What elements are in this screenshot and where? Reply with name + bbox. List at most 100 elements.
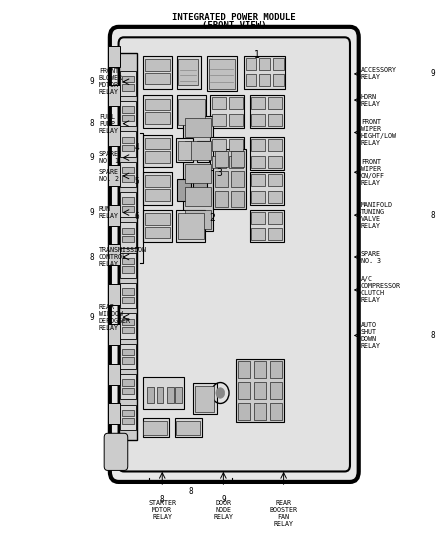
Bar [273, 75, 284, 86]
Bar [122, 297, 134, 303]
Bar [145, 99, 170, 110]
Text: HORN
RELAY: HORN RELAY [361, 94, 381, 107]
Bar [212, 98, 226, 109]
Bar [108, 85, 120, 107]
Text: SPARE
NO. 1: SPARE NO. 1 [99, 151, 119, 164]
Bar [143, 377, 184, 409]
Bar [177, 179, 191, 200]
Bar [122, 418, 134, 424]
Text: DOOR
NODE
RELAY: DOOR NODE RELAY [213, 500, 233, 520]
FancyBboxPatch shape [119, 37, 350, 472]
Text: 6: 6 [135, 212, 140, 221]
Bar [122, 76, 134, 82]
Bar [175, 387, 182, 403]
Text: 9: 9 [90, 153, 95, 162]
Bar [212, 139, 226, 151]
Bar [194, 386, 214, 412]
Bar [120, 71, 136, 96]
Bar [108, 165, 120, 186]
Bar [120, 53, 137, 440]
Bar [177, 56, 201, 88]
Bar [120, 192, 136, 217]
Bar [238, 382, 251, 399]
Bar [229, 98, 243, 109]
Text: SPARE
NO. 3: SPARE NO. 3 [361, 251, 381, 263]
Bar [212, 114, 226, 126]
Bar [185, 187, 211, 206]
Bar [122, 266, 134, 273]
Bar [143, 135, 172, 167]
Text: 9: 9 [90, 313, 95, 321]
Bar [143, 210, 172, 243]
Bar [120, 283, 136, 308]
Bar [268, 212, 282, 224]
Bar [231, 171, 244, 187]
Bar [251, 139, 265, 151]
Bar [259, 58, 270, 70]
Bar [145, 151, 170, 163]
Bar [145, 59, 170, 71]
Text: 9: 9 [90, 77, 95, 86]
Text: 8: 8 [431, 211, 435, 220]
Bar [120, 374, 136, 399]
Bar [122, 349, 134, 356]
Bar [122, 175, 134, 182]
Bar [176, 421, 200, 435]
Bar [250, 137, 284, 169]
Bar [122, 358, 134, 364]
Bar [215, 151, 228, 167]
Bar [122, 388, 134, 394]
Text: 2: 2 [209, 213, 215, 223]
Text: MANIFOLD
TUNING
VALVE
RELAY: MANIFOLD TUNING VALVE RELAY [361, 201, 393, 229]
Bar [254, 382, 266, 399]
Bar [122, 288, 134, 295]
Bar [250, 172, 284, 205]
Bar [251, 98, 265, 109]
Bar [185, 164, 211, 183]
Bar [268, 114, 282, 126]
Bar [145, 175, 170, 187]
Bar [145, 227, 170, 238]
Bar [108, 46, 120, 67]
Bar [122, 327, 134, 333]
Bar [268, 98, 282, 109]
Bar [273, 58, 284, 70]
FancyBboxPatch shape [104, 433, 128, 471]
Bar [268, 139, 282, 151]
Bar [120, 405, 136, 430]
Bar [209, 59, 235, 89]
Text: 1: 1 [254, 50, 260, 60]
Bar [176, 138, 193, 162]
Bar [144, 421, 167, 435]
Bar [122, 228, 134, 234]
Bar [120, 344, 136, 369]
Bar [120, 162, 136, 187]
Bar [122, 410, 134, 416]
Bar [210, 137, 244, 169]
FancyBboxPatch shape [110, 27, 359, 482]
Bar [122, 84, 134, 91]
Bar [268, 228, 282, 240]
Bar [270, 361, 282, 378]
Bar [212, 141, 225, 162]
Bar [122, 319, 134, 325]
Text: RUN
RELAY: RUN RELAY [99, 206, 119, 219]
Bar [193, 179, 207, 200]
Bar [237, 359, 284, 422]
Text: 8: 8 [188, 487, 193, 496]
Bar [108, 364, 120, 385]
Bar [143, 172, 172, 205]
Bar [108, 125, 120, 146]
Text: (FRONT VIEW): (FRONT VIEW) [202, 21, 267, 30]
Text: 3: 3 [216, 168, 222, 179]
Text: ACCESSORY
RELAY: ACCESSORY RELAY [361, 68, 397, 80]
Bar [251, 191, 265, 203]
Text: 8: 8 [90, 253, 95, 262]
Bar [250, 95, 284, 128]
Bar [246, 75, 256, 86]
Bar [244, 56, 286, 88]
Bar [250, 210, 284, 243]
Bar [122, 236, 134, 243]
Bar [145, 112, 170, 124]
Bar [175, 417, 201, 438]
